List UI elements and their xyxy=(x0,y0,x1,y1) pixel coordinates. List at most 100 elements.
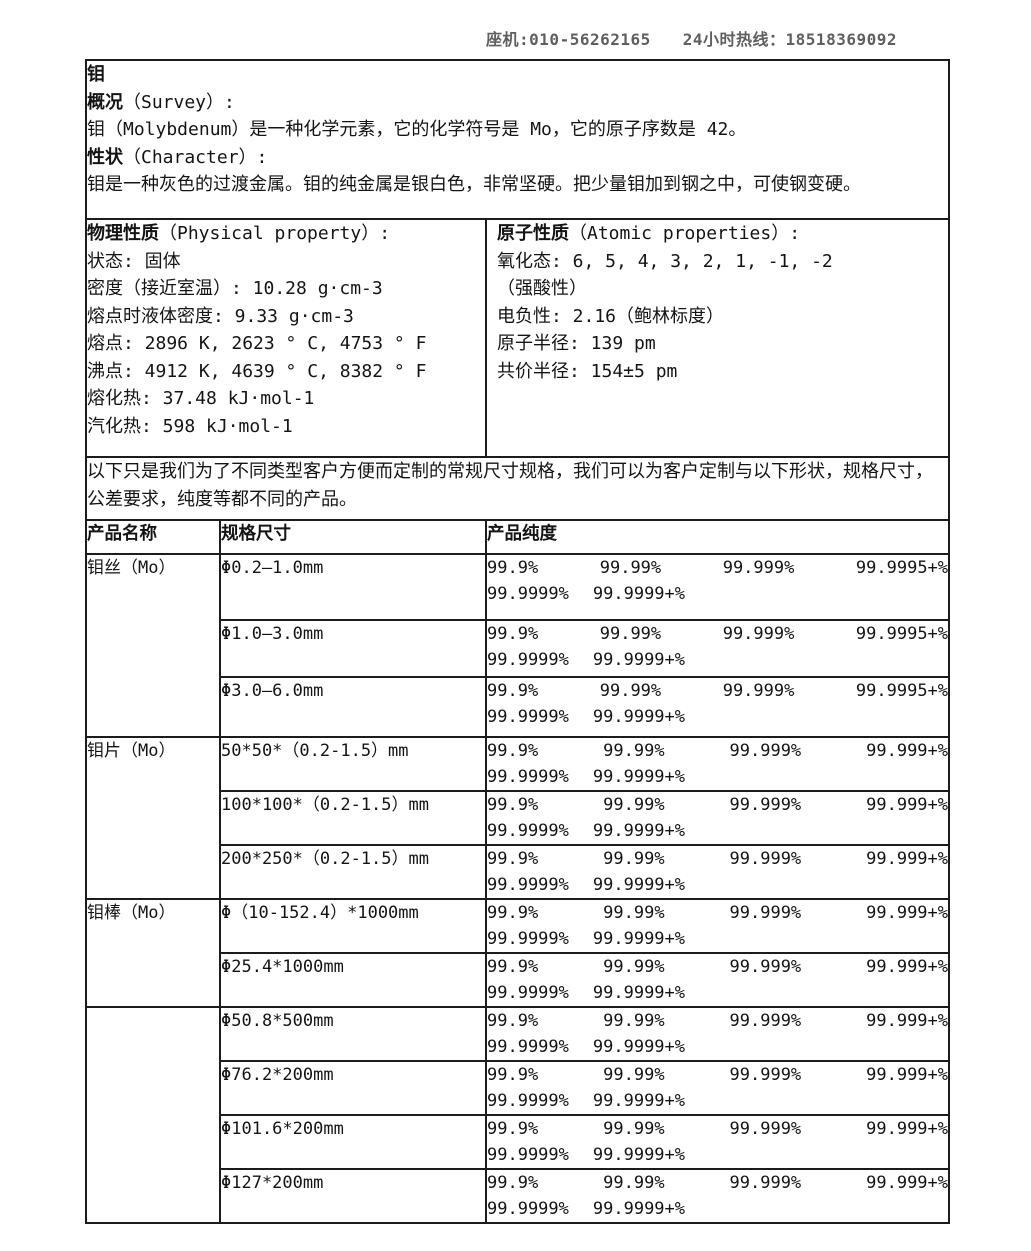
product-row: 钼丝（Mo） Φ0.2—1.0mm 99.9% 99.99% 99.999% 99.999… xyxy=(85,553,951,738)
purity-value: 99.9% xyxy=(487,681,539,701)
purity-value: 99.99% xyxy=(599,681,662,701)
purity-value: 99.99% xyxy=(603,1173,665,1193)
purity-value: 99.99% xyxy=(603,1119,665,1139)
spec-cell: Φ1.0—3.0mm xyxy=(219,619,487,678)
purity-value: 99.9% xyxy=(487,1011,539,1031)
purity-value: 99.9999% xyxy=(487,1145,569,1165)
property-line: 沸点: 4912 K, 4639 ° C, 8382 ° F xyxy=(87,360,427,382)
property-line: 共价半径: 154±5 pm xyxy=(497,360,678,382)
purity-value: 99.999+% xyxy=(866,1119,949,1139)
intro-row: 钼 概况（Survey）: 钼（Molybdenum）是一种化学元素，它的化学符… xyxy=(84,59,951,220)
property-line: 熔化热: 37.48 kJ·mol-1 xyxy=(87,388,315,409)
purity-value: 99.99% xyxy=(603,849,665,869)
purity-value: 99.9999+% xyxy=(592,1199,686,1219)
column-header-purity: 产品纯度 xyxy=(484,519,951,555)
purity-value: 99.999% xyxy=(729,957,802,977)
purity-cell: 99.9% 99.99% 99.999% 99.999+% 99.9999% 99.999… xyxy=(484,736,951,792)
physical-properties-heading: 物理性质（Physical property）: xyxy=(87,223,391,244)
purity-value: 99.9999% xyxy=(487,650,569,670)
character-heading: 性状（Character）: xyxy=(87,146,268,168)
purity-value: 99.9995+% xyxy=(855,624,949,644)
purity-value: 99.9999% xyxy=(487,1091,569,1111)
purity-value: 99.9999+% xyxy=(592,767,686,787)
spec-cell: 50*50*（0.2-1.5）mm xyxy=(219,736,487,792)
purity-value: 99.999% xyxy=(722,681,795,701)
property-line: 氧化态: 6, 5, 4, 3, 2, 1, -1, -2 xyxy=(497,250,833,272)
phone-header: 座机:010-56262165 24小时热线：18518369092 xyxy=(486,26,897,50)
property-line: 状态: 固体 xyxy=(87,250,181,272)
purity-value: 99.9% xyxy=(487,741,539,761)
purity-value: 99.99% xyxy=(603,903,665,923)
purity-value: 99.9% xyxy=(487,795,539,815)
purity-value: 99.9% xyxy=(487,1119,539,1139)
purity-value: 99.999+% xyxy=(866,1173,949,1193)
purity-value: 99.999% xyxy=(722,624,795,644)
atomic-properties-heading: 原子性质（Atomic properties）: xyxy=(497,223,801,244)
purity-cell: 99.9% 99.99% 99.999% 99.999+% 99.9999% 99.999… xyxy=(484,790,951,846)
purity-value: 99.9999% xyxy=(487,1199,569,1219)
product-name-cell xyxy=(85,1006,221,1224)
purity-value: 99.9% xyxy=(487,1065,539,1085)
purity-value: 99.999% xyxy=(729,1065,802,1085)
purity-cell: 99.9% 99.99% 99.999% 99.999+% 99.9999% 99.999… xyxy=(484,1114,951,1170)
purity-value: 99.999% xyxy=(729,1119,802,1139)
purity-value: 99.9999+% xyxy=(592,650,686,670)
purity-value: 99.999+% xyxy=(866,903,949,923)
character-text: 钼是一种灰色的过渡金属。钼的纯金属是银白色，非常坚硬。把少量钼加到钢之中，可使钢… xyxy=(87,174,861,195)
purity-value: 99.9999+% xyxy=(592,707,686,727)
purity-cell: 99.9% 99.99% 99.999% 99.999+% 99.9999% 99.999… xyxy=(484,1006,951,1062)
products-header-row: 产品名称 规格尺寸 产品纯度 xyxy=(85,519,951,555)
products-tbody: 钼丝（Mo） Φ0.2—1.0mm 99.9% 99.99% 99.999% 99.999… xyxy=(85,553,951,1224)
column-header-spec: 规格尺寸 xyxy=(219,519,487,555)
purity-value: 99.9999% xyxy=(487,875,569,895)
purity-value: 99.9999% xyxy=(487,1037,569,1057)
purity-value: 99.9999+% xyxy=(592,821,686,841)
property-line: 原子半径: 139 pm xyxy=(497,333,656,354)
purity-value: 99.9% xyxy=(487,1173,539,1193)
purity-cell: 99.9% 99.99% 99.999% 99.9995+% 99.9999% 99.99… xyxy=(484,553,951,621)
purity-value: 99.99% xyxy=(603,957,665,977)
survey-heading: 概况（Survey）: xyxy=(87,91,235,113)
purity-cell: 99.9% 99.99% 99.999% 99.999+% 99.9999% 99.999… xyxy=(484,952,951,1008)
purity-value: 99.99% xyxy=(603,1011,665,1031)
purity-value: 99.9% xyxy=(487,903,539,923)
purity-value: 99.9% xyxy=(487,957,539,977)
purity-value: 99.999+% xyxy=(866,1065,949,1085)
purity-value: 99.9999% xyxy=(487,983,569,1003)
purity-value: 99.999+% xyxy=(866,849,949,869)
product-row: Φ1.0—3.0mm 99.9% 99.99% 99.999% 99.9995+% 99.… xyxy=(86,619,951,678)
purity-value: 99.99% xyxy=(603,795,665,815)
product-name-cell: 钼片（Mo） xyxy=(85,736,221,900)
purity-value: 99.9999+% xyxy=(592,875,686,895)
spec-cell: Φ101.6*200mm xyxy=(219,1114,487,1170)
purity-value: 99.99% xyxy=(599,624,662,644)
purity-value: 99.9999+% xyxy=(592,1037,686,1057)
purity-value: 99.9999+% xyxy=(592,929,686,949)
product-row: Φ76.2*200mm 99.9% 99.99% 99.999% 99.999+% 99.… xyxy=(86,1060,951,1116)
purity-value: 99.999+% xyxy=(866,957,949,977)
physical-properties-cell: 物理性质（Physical property）: 状态: 固体 密度（接近室温）… xyxy=(85,218,487,458)
product-row: Φ50.8*500mm 99.9% 99.99% 99.999% 99.999+% 99.… xyxy=(85,1006,951,1224)
spec-cell: Φ50.8*500mm xyxy=(219,1006,487,1062)
purity-value: 99.999% xyxy=(729,1011,802,1031)
properties-row: 物理性质（Physical property）: 状态: 固体 密度（接近室温）… xyxy=(85,218,951,458)
purity-value: 99.999+% xyxy=(866,741,949,761)
product-name-cell: 钼棒（Mo） xyxy=(85,898,221,1008)
purity-value: 99.99% xyxy=(599,558,662,578)
spec-cell: Φ0.2—1.0mm xyxy=(219,553,487,621)
purity-value: 99.9999% xyxy=(487,707,569,727)
note-row: 以下只是我们为了不同类型客户方便而定制的常规尺寸规格，我们可以为客户定制与以下形… xyxy=(84,456,951,521)
purity-cell: 99.9% 99.99% 99.999% 99.9995+% 99.9999% 99.99… xyxy=(484,676,951,738)
product-row: Φ25.4*1000mm 99.9% 99.99% 99.999% 99.999+% 99… xyxy=(86,952,951,1008)
purity-value: 99.999% xyxy=(729,1173,802,1193)
survey-text: 钼（Molybdenum）是一种化学元素，它的化学符号是 Mo，它的原子序数是 … xyxy=(87,119,747,140)
product-row: 钼片（Mo） 50*50*（0.2-1.5）mm 99.9% 99.99% 99.999… xyxy=(85,736,951,900)
purity-value: 99.9% xyxy=(487,624,539,644)
product-name-cell: 钼丝（Mo） xyxy=(85,553,221,738)
purity-value: 99.9995+% xyxy=(855,558,949,578)
document-table: 钼 概况（Survey）: 钼（Molybdenum）是一种化学元素，它的化学符… xyxy=(84,59,951,1224)
purity-value: 99.999+% xyxy=(866,1011,949,1031)
page-title: 钼 xyxy=(87,64,105,85)
purity-value: 99.9999% xyxy=(487,821,569,841)
hotline-number: 24小时热线：18518369092 xyxy=(682,30,897,49)
